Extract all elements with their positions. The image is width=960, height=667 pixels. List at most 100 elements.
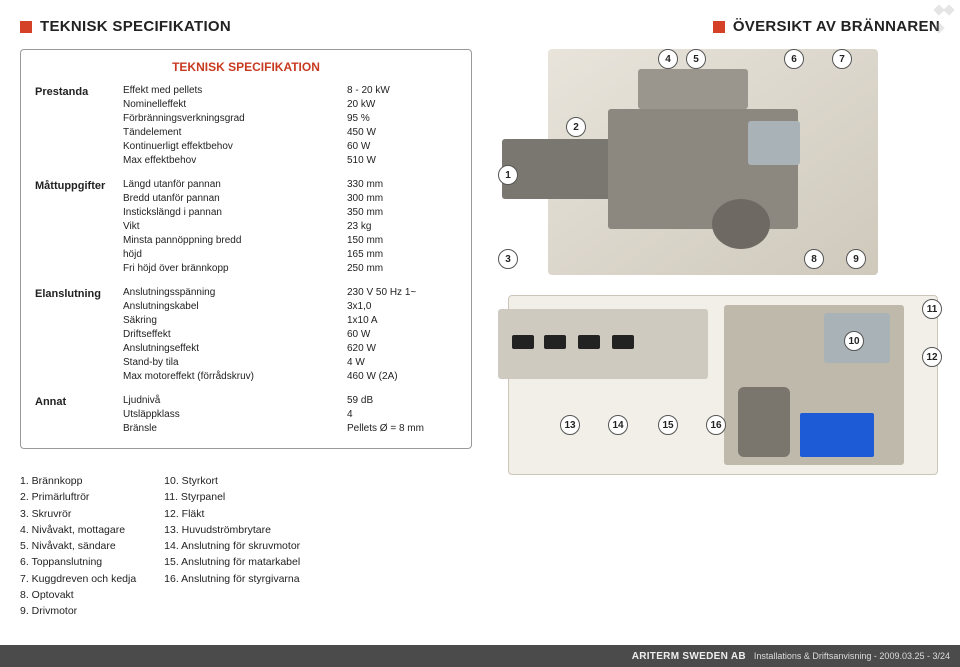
corner-decoration xyxy=(934,2,954,38)
spec-label: höjd xyxy=(123,248,347,262)
callout-3: 3 xyxy=(498,249,518,269)
spec-value: 165 mm xyxy=(347,248,457,262)
spec-label: Minsta pannöppning bredd xyxy=(123,234,347,248)
spec-value: 4 xyxy=(347,408,457,422)
spec-label: Bränsle xyxy=(123,422,347,436)
footer: ARITERM SWEDEN AB Installations & Drifts… xyxy=(0,645,960,667)
spec-section-body: Effekt med pelletsNominelleffektFörbränn… xyxy=(123,84,457,168)
legend-item: 11. Styrpanel xyxy=(164,489,300,505)
legend-item: 3. Skruvrör xyxy=(20,506,136,522)
callout-12: 12 xyxy=(922,347,942,367)
spec-value: 1x10 A xyxy=(347,314,457,328)
diagram-bottom-panel: 10111213141516 xyxy=(488,295,940,495)
spec-value: 330 mm xyxy=(347,178,457,192)
spec-label: Vikt xyxy=(123,220,347,234)
header-right-title: ÖVERSIKT AV BRÄNNAREN xyxy=(733,18,940,35)
spec-section: AnnatLjudnivåUtsläppklassBränsle59 dB4Pe… xyxy=(35,394,457,436)
spec-section-heading: Annat xyxy=(35,394,123,436)
spec-label: Fri höjd över brännkopp xyxy=(123,262,347,276)
spec-label: Anslutningsspänning xyxy=(123,286,347,300)
callout-11: 11 xyxy=(922,299,942,319)
spec-section-body: Längd utanför pannanBredd utanför pannan… xyxy=(123,178,457,276)
spec-value: 620 W xyxy=(347,342,457,356)
callout-1: 1 xyxy=(498,165,518,185)
spec-label: Stand-by tila xyxy=(123,356,347,370)
legend-item: 2. Primärluftrör xyxy=(20,489,136,505)
spec-value: 20 kW xyxy=(347,98,457,112)
spec-label: Kontinuerligt effektbehov xyxy=(123,140,347,154)
left-column: TEKNISK SPECIFIKATION PrestandaEffekt me… xyxy=(20,49,472,619)
spec-value: 4 W xyxy=(347,356,457,370)
spec-label: Säkring xyxy=(123,314,347,328)
spec-values: 59 dB4Pellets Ø = 8 mm xyxy=(347,394,457,436)
spec-value: 23 kg xyxy=(347,220,457,234)
spec-section: PrestandaEffekt med pelletsNominelleffek… xyxy=(35,84,457,168)
spec-label: Bredd utanför pannan xyxy=(123,192,347,206)
header: TEKNISK SPECIFIKATION ÖVERSIKT AV BRÄNNA… xyxy=(20,18,940,35)
spec-label: Effekt med pellets xyxy=(123,84,347,98)
spec-section-heading: Prestanda xyxy=(35,84,123,168)
spec-value: 59 dB xyxy=(347,394,457,408)
callout-2: 2 xyxy=(566,117,586,137)
spec-label: Förbränningsverkningsgrad xyxy=(123,112,347,126)
spec-value: 250 mm xyxy=(347,262,457,276)
legend-item: 14. Anslutning för skruvmotor xyxy=(164,538,300,554)
spec-value: 350 mm xyxy=(347,206,457,220)
header-right: ÖVERSIKT AV BRÄNNAREN xyxy=(713,18,940,35)
callout-15: 15 xyxy=(658,415,678,435)
spec-section: MåttuppgifterLängd utanför pannanBredd u… xyxy=(35,178,457,276)
legend-item: 6. Toppanslutning xyxy=(20,554,136,570)
spec-values: 330 mm300 mm350 mm23 kg150 mm165 mm250 m… xyxy=(347,178,457,276)
spec-value: 460 W (2A) xyxy=(347,370,457,384)
spec-label: Driftseffekt xyxy=(123,328,347,342)
header-left: TEKNISK SPECIFIKATION xyxy=(20,18,231,35)
legend: 1. Brännkopp2. Primärluftrör3. Skruvrör4… xyxy=(20,473,472,619)
spec-value: 510 W xyxy=(347,154,457,168)
spec-labels: AnslutningsspänningAnslutningskabelSäkri… xyxy=(123,286,347,384)
callout-10: 10 xyxy=(844,331,864,351)
legend-item: 9. Drivmotor xyxy=(20,603,136,619)
header-left-title: TEKNISK SPECIFIKATION xyxy=(40,18,231,35)
legend-item: 10. Styrkort xyxy=(164,473,300,489)
spec-value: 150 mm xyxy=(347,234,457,248)
legend-item: 7. Kuggdreven och kedja xyxy=(20,571,136,587)
spec-label: Anslutningseffekt xyxy=(123,342,347,356)
burner-top-image xyxy=(548,49,878,275)
callout-6: 6 xyxy=(784,49,804,69)
spec-label: Ljudnivå xyxy=(123,394,347,408)
bullet-icon xyxy=(713,21,725,33)
spec-label: Max motoreffekt (förrådskruv) xyxy=(123,370,347,384)
legend-item: 15. Anslutning för matarkabel xyxy=(164,554,300,570)
page: TEKNISK SPECIFIKATION ÖVERSIKT AV BRÄNNA… xyxy=(0,0,960,667)
legend-col-2: 10. Styrkort11. Styrpanel12. Fläkt13. Hu… xyxy=(164,473,300,619)
callout-4: 4 xyxy=(658,49,678,69)
footer-text: Installations & Driftsanvisning - 2009.0… xyxy=(754,651,950,661)
spec-label: Nominelleffekt xyxy=(123,98,347,112)
spec-section-heading: Måttuppgifter xyxy=(35,178,123,276)
diagram-top-panel: 123456789 xyxy=(488,49,940,285)
callout-5: 5 xyxy=(686,49,706,69)
spec-label: Anslutningskabel xyxy=(123,300,347,314)
spec-value: 60 W xyxy=(347,328,457,342)
callout-14: 14 xyxy=(608,415,628,435)
spec-values: 230 V 50 Hz 1~3x1,01x10 A60 W620 W4 W460… xyxy=(347,286,457,384)
spec-value: 300 mm xyxy=(347,192,457,206)
content-columns: TEKNISK SPECIFIKATION PrestandaEffekt me… xyxy=(20,49,940,619)
spec-values: 8 - 20 kW20 kW95 %450 W60 W510 W xyxy=(347,84,457,168)
spec-value: 8 - 20 kW xyxy=(347,84,457,98)
bullet-icon xyxy=(20,21,32,33)
callout-13: 13 xyxy=(560,415,580,435)
callout-9: 9 xyxy=(846,249,866,269)
right-column: 123456789 10111213141516 xyxy=(488,49,940,619)
spec-value: 230 V 50 Hz 1~ xyxy=(347,286,457,300)
spec-label: Längd utanför pannan xyxy=(123,178,347,192)
spec-labels: LjudnivåUtsläppklassBränsle xyxy=(123,394,347,436)
legend-item: 4. Nivåvakt, mottagare xyxy=(20,522,136,538)
legend-col-1: 1. Brännkopp2. Primärluftrör3. Skruvrör4… xyxy=(20,473,136,619)
spec-labels: Längd utanför pannanBredd utanför pannan… xyxy=(123,178,347,276)
legend-item: 5. Nivåvakt, sändare xyxy=(20,538,136,554)
spec-label: Tändelement xyxy=(123,126,347,140)
legend-item: 1. Brännkopp xyxy=(20,473,136,489)
spec-section-body: LjudnivåUtsläppklassBränsle59 dB4Pellets… xyxy=(123,394,457,436)
spec-value: 60 W xyxy=(347,140,457,154)
